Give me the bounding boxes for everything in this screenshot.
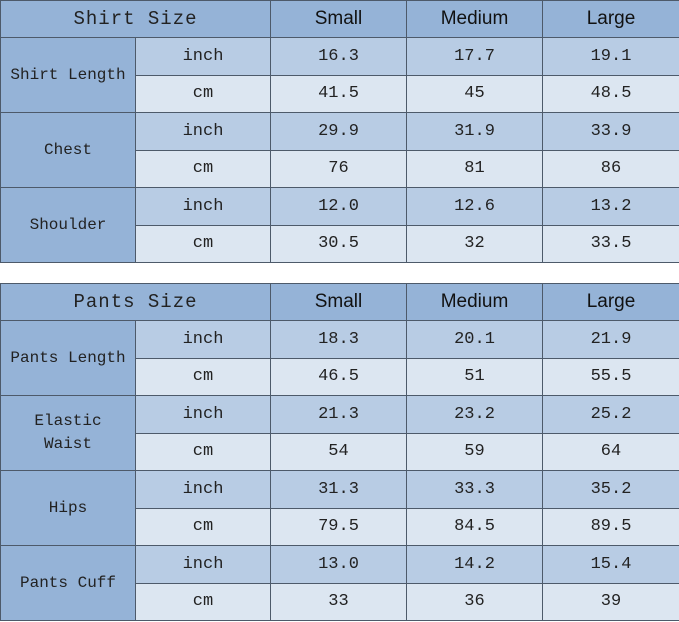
- table-row: cm 54 59 64: [0, 432, 679, 471]
- size-header-large: Large: [542, 283, 679, 321]
- value-cell: 19.1: [542, 37, 679, 76]
- value-cell: 15.4: [542, 545, 679, 584]
- measurement-label: Pants Cuff: [0, 545, 136, 621]
- measurement-label: Chest: [0, 112, 136, 188]
- unit-label: cm: [135, 224, 271, 263]
- size-header-small: Small: [270, 283, 407, 321]
- table-row: cm 46.5 51 55.5: [0, 357, 679, 396]
- unit-label: cm: [135, 74, 271, 113]
- value-cell: 25.2: [542, 395, 679, 434]
- unit-label: inch: [135, 112, 271, 151]
- value-cell: 13.2: [542, 187, 679, 226]
- unit-label: inch: [135, 395, 271, 434]
- value-cell: 33: [270, 582, 407, 621]
- value-cell: 79.5: [270, 507, 407, 546]
- value-cell: 36: [406, 582, 543, 621]
- value-cell: 76: [270, 149, 407, 188]
- value-cell: 33.5: [542, 224, 679, 263]
- value-cell: 41.5: [270, 74, 407, 113]
- pants-size-table: Pants Size Small Medium Large Pants Length in…: [0, 283, 679, 621]
- value-cell: 31.9: [406, 112, 543, 151]
- value-cell: 39: [542, 582, 679, 621]
- size-header-small: Small: [270, 0, 407, 38]
- table-row: cm 41.5 45 48.5: [0, 74, 679, 113]
- value-cell: 17.7: [406, 37, 543, 76]
- unit-label: cm: [135, 149, 271, 188]
- shirt-size-table: Shirt Size Small Medium Large Shirt Length in…: [0, 0, 679, 263]
- value-cell: 64: [542, 432, 679, 471]
- size-header-medium: Medium: [406, 0, 543, 38]
- table-row: Pants Length inch 18.3 20.1 21.9: [0, 320, 679, 396]
- unit-label: inch: [135, 470, 271, 509]
- table-row: Shoulder inch 12.0 12.6 13.2: [0, 187, 679, 263]
- unit-label: cm: [135, 582, 271, 621]
- table-title: Shirt Size: [0, 0, 271, 38]
- unit-label: cm: [135, 507, 271, 546]
- value-cell: 48.5: [542, 74, 679, 113]
- table-row: Shirt Length inch 16.3 17.7 19.1: [0, 37, 679, 113]
- unit-label: cm: [135, 357, 271, 396]
- unit-label: inch: [135, 37, 271, 76]
- table-row: Elastic Waist inch 21.3 23.2 25.2: [0, 395, 679, 471]
- value-cell: 84.5: [406, 507, 543, 546]
- value-cell: 45: [406, 74, 543, 113]
- value-cell: 14.2: [406, 545, 543, 584]
- value-cell: 16.3: [270, 37, 407, 76]
- table-row: Pants Cuff inch 13.0 14.2 15.4: [0, 545, 679, 621]
- value-cell: 59: [406, 432, 543, 471]
- value-cell: 18.3: [270, 320, 407, 359]
- value-cell: 81: [406, 149, 543, 188]
- unit-label: inch: [135, 320, 271, 359]
- header-row: Pants Size Small Medium Large: [0, 283, 679, 321]
- size-header-large: Large: [542, 0, 679, 38]
- value-cell: 12.0: [270, 187, 407, 226]
- value-cell: 51: [406, 357, 543, 396]
- value-cell: 31.3: [270, 470, 407, 509]
- value-cell: 35.2: [542, 470, 679, 509]
- unit-label: cm: [135, 432, 271, 471]
- value-cell: 13.0: [270, 545, 407, 584]
- value-cell: 23.2: [406, 395, 543, 434]
- value-cell: 21.9: [542, 320, 679, 359]
- value-cell: 46.5: [270, 357, 407, 396]
- unit-label: inch: [135, 187, 271, 226]
- value-cell: 29.9: [270, 112, 407, 151]
- value-cell: 30.5: [270, 224, 407, 263]
- value-cell: 32: [406, 224, 543, 263]
- measurement-label: Shirt Length: [0, 37, 136, 113]
- value-cell: 33.9: [542, 112, 679, 151]
- value-cell: 86: [542, 149, 679, 188]
- measurement-label: Hips: [0, 470, 136, 546]
- value-cell: 21.3: [270, 395, 407, 434]
- value-cell: 89.5: [542, 507, 679, 546]
- header-row: Shirt Size Small Medium Large: [0, 0, 679, 38]
- value-cell: 12.6: [406, 187, 543, 226]
- measurement-label: Shoulder: [0, 187, 136, 263]
- table-row: Hips inch 31.3 33.3 35.2: [0, 470, 679, 546]
- value-cell: 54: [270, 432, 407, 471]
- unit-label: inch: [135, 545, 271, 584]
- measurement-label: Elastic Waist: [0, 395, 136, 471]
- value-cell: 55.5: [542, 357, 679, 396]
- table-row: Chest inch 29.9 31.9 33.9: [0, 112, 679, 188]
- value-cell: 20.1: [406, 320, 543, 359]
- value-cell: 33.3: [406, 470, 543, 509]
- table-title: Pants Size: [0, 283, 271, 321]
- size-header-medium: Medium: [406, 283, 543, 321]
- measurement-label: Pants Length: [0, 320, 136, 396]
